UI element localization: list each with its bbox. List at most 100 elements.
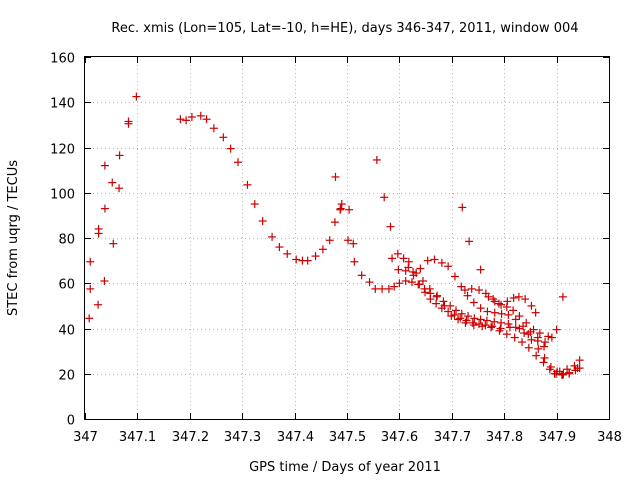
data-point [365, 278, 374, 287]
y-tick-label: 120 [50, 143, 75, 158]
data-point [440, 301, 449, 310]
data-point [490, 308, 499, 317]
data-point [268, 232, 277, 241]
data-point [416, 264, 425, 273]
data-point [461, 318, 470, 327]
data-point [535, 329, 544, 338]
x-tick-label: 347.3 [224, 430, 261, 445]
data-point [514, 292, 523, 301]
data-point [439, 297, 448, 306]
data-point [132, 92, 141, 101]
data-point [124, 117, 133, 126]
data-point [490, 317, 499, 326]
data-point [544, 332, 553, 341]
data-point [454, 315, 463, 324]
data-point [447, 312, 456, 321]
x-tick-label: 347.7 [434, 430, 471, 445]
data-point [463, 291, 472, 300]
data-point [531, 308, 540, 317]
data-point [540, 342, 549, 351]
data-point [196, 111, 205, 120]
data-point [509, 306, 518, 315]
data-point [357, 271, 366, 280]
data-point [515, 312, 524, 321]
data-point [331, 172, 340, 181]
data-point [423, 256, 432, 265]
x-axis-label: GPS time / Days of year 2011 [249, 460, 441, 475]
data-point [378, 284, 387, 293]
data-point [467, 284, 476, 293]
data-point [460, 286, 469, 295]
data-point [432, 299, 441, 308]
data-point [115, 184, 124, 193]
chart-title: Rec. xmis (Lon=105, Lat=-10, h=HE), days… [111, 21, 578, 36]
data-point [425, 284, 434, 293]
data-point [533, 336, 542, 345]
data-point [426, 295, 435, 304]
data-point [482, 316, 491, 325]
data-point [187, 112, 196, 121]
data-point [349, 239, 358, 248]
data-point [488, 322, 497, 331]
data-point [541, 338, 550, 347]
x-tick-label: 347 [73, 430, 98, 445]
data-point [458, 203, 467, 212]
data-point [515, 324, 524, 333]
data-point [412, 269, 421, 278]
data-point [539, 358, 548, 367]
data-point [527, 335, 536, 344]
x-tick-label: 347.2 [172, 430, 209, 445]
data-point [100, 276, 109, 285]
data-point [451, 306, 460, 315]
data-point [497, 309, 506, 318]
y-tick-label: 140 [50, 97, 75, 112]
data-point [85, 314, 94, 323]
data-point [444, 262, 453, 271]
data-point [100, 161, 109, 170]
x-tick-label: 347.9 [539, 430, 576, 445]
data-point [94, 300, 103, 309]
data-point [563, 365, 572, 374]
y-tick-label: 60 [58, 278, 75, 293]
data-point [532, 351, 541, 360]
data-point [504, 319, 513, 328]
data-point [350, 257, 359, 266]
data-point [527, 301, 536, 310]
data-point [469, 321, 478, 330]
data-point [243, 180, 252, 189]
data-point [401, 266, 410, 275]
data-point [540, 353, 549, 362]
data-point [555, 367, 564, 376]
data-point [344, 236, 353, 245]
data-point [522, 318, 531, 327]
data-point [100, 204, 109, 213]
data-point [476, 304, 485, 313]
data-point [457, 282, 466, 291]
data-points [85, 92, 584, 379]
data-point [330, 218, 339, 227]
data-point [478, 322, 487, 331]
data-point [390, 282, 399, 291]
data-point [393, 249, 402, 258]
data-point [534, 344, 543, 353]
data-point [521, 295, 530, 304]
data-point [318, 245, 327, 254]
data-point [371, 284, 380, 293]
data-point [464, 312, 473, 321]
data-point [457, 309, 466, 318]
data-point [483, 307, 492, 316]
data-point [524, 343, 533, 352]
x-tick-label: 347.1 [119, 430, 156, 445]
data-point [86, 257, 95, 266]
data-point [476, 315, 485, 324]
data-point [529, 325, 538, 334]
data-point [303, 256, 312, 265]
data-point [399, 254, 408, 263]
data-point [490, 297, 499, 306]
data-point [384, 284, 393, 293]
data-point [258, 217, 267, 226]
data-point [182, 116, 191, 125]
data-point [401, 276, 410, 285]
